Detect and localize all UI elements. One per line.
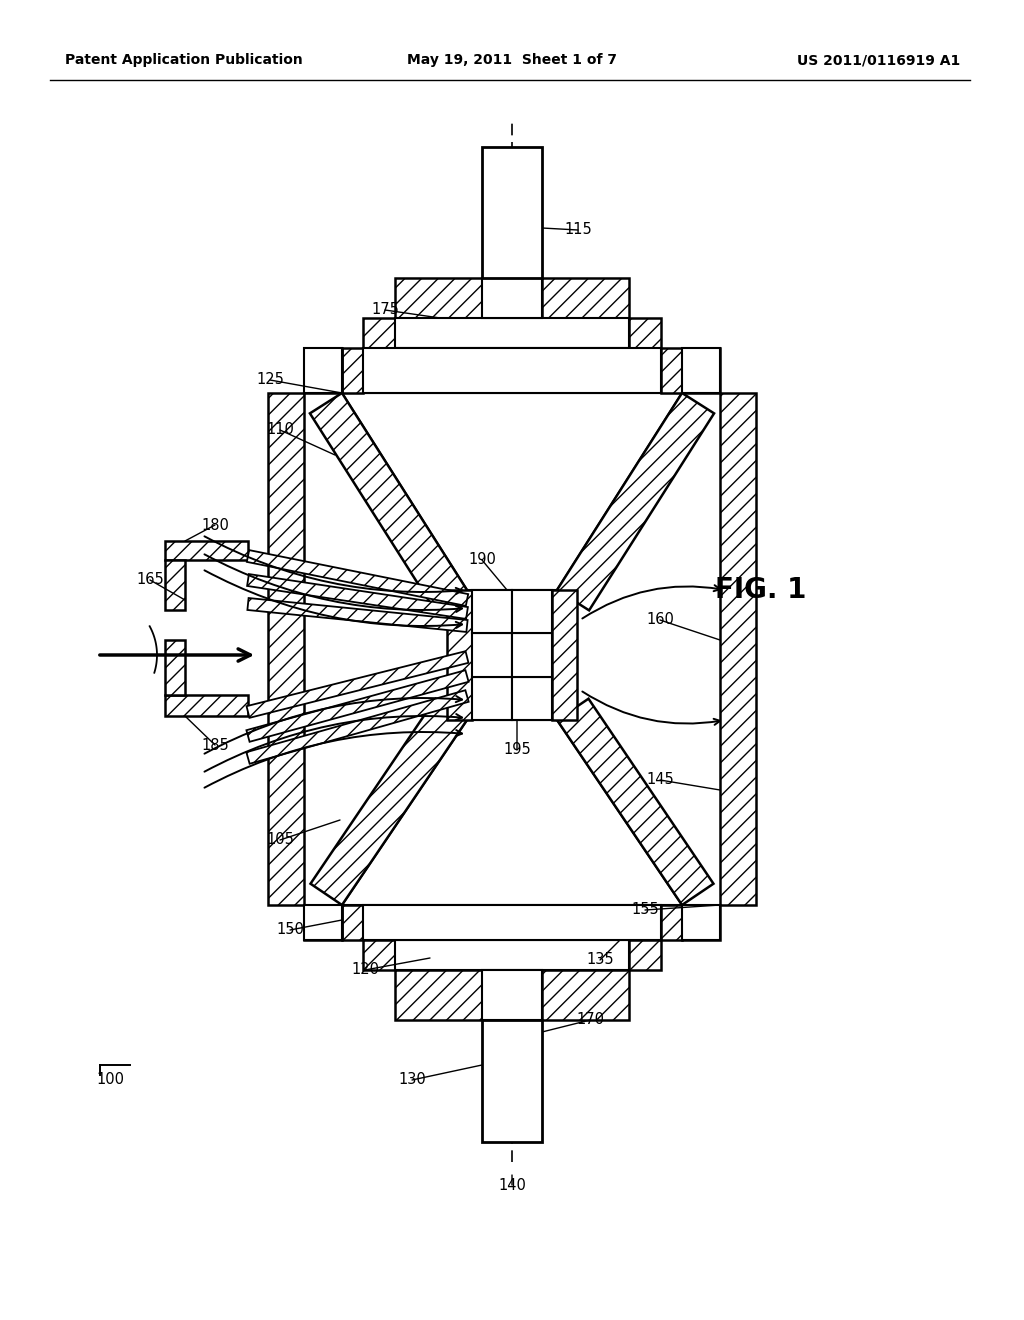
Polygon shape (482, 279, 542, 318)
Text: 185: 185 (201, 738, 229, 752)
Text: 145: 145 (646, 772, 674, 788)
Polygon shape (662, 348, 682, 393)
Polygon shape (512, 677, 552, 719)
Text: 195: 195 (503, 742, 530, 758)
Polygon shape (342, 348, 362, 393)
Polygon shape (682, 906, 720, 940)
Polygon shape (304, 906, 342, 940)
Polygon shape (542, 970, 629, 1020)
Polygon shape (362, 348, 662, 393)
Polygon shape (395, 940, 629, 970)
Text: 180: 180 (201, 517, 229, 532)
Text: 155: 155 (631, 903, 658, 917)
Text: 160: 160 (646, 612, 674, 627)
Polygon shape (629, 940, 662, 970)
Polygon shape (395, 970, 482, 1020)
Polygon shape (662, 906, 682, 940)
Polygon shape (472, 590, 512, 634)
Polygon shape (362, 940, 395, 970)
Text: 120: 120 (351, 962, 379, 978)
Text: 130: 130 (398, 1072, 426, 1088)
Polygon shape (682, 348, 720, 393)
Polygon shape (512, 634, 552, 677)
Text: 115: 115 (564, 223, 592, 238)
Polygon shape (310, 393, 467, 610)
Text: Patent Application Publication: Patent Application Publication (65, 53, 303, 67)
Polygon shape (247, 550, 468, 606)
Text: 165: 165 (136, 573, 164, 587)
Text: 110: 110 (266, 422, 294, 437)
Polygon shape (557, 698, 714, 906)
Polygon shape (552, 590, 577, 719)
Polygon shape (682, 348, 720, 393)
Polygon shape (362, 318, 395, 348)
Polygon shape (247, 651, 468, 718)
Polygon shape (247, 690, 469, 764)
Polygon shape (542, 279, 629, 318)
Polygon shape (247, 574, 468, 619)
Polygon shape (342, 393, 682, 590)
Polygon shape (165, 560, 185, 610)
Polygon shape (165, 640, 185, 696)
Text: FIG. 1: FIG. 1 (715, 576, 806, 605)
Polygon shape (682, 906, 720, 940)
Polygon shape (472, 677, 512, 719)
Polygon shape (447, 590, 472, 719)
Polygon shape (720, 393, 756, 906)
Polygon shape (362, 906, 662, 940)
Text: 140: 140 (498, 1177, 526, 1192)
Text: 125: 125 (256, 372, 284, 388)
Text: 135: 135 (586, 953, 613, 968)
Polygon shape (512, 590, 552, 634)
Polygon shape (310, 698, 467, 906)
Polygon shape (165, 541, 248, 560)
Polygon shape (304, 348, 342, 393)
Text: 150: 150 (276, 923, 304, 937)
Polygon shape (342, 906, 362, 940)
Polygon shape (268, 393, 304, 906)
Polygon shape (482, 970, 542, 1020)
Polygon shape (395, 318, 629, 348)
Polygon shape (395, 279, 482, 318)
Text: 105: 105 (266, 833, 294, 847)
Text: 190: 190 (468, 553, 496, 568)
Text: May 19, 2011  Sheet 1 of 7: May 19, 2011 Sheet 1 of 7 (407, 53, 617, 67)
Polygon shape (342, 719, 682, 906)
Polygon shape (472, 634, 512, 677)
Text: 170: 170 (575, 1012, 604, 1027)
Polygon shape (482, 1020, 542, 1142)
Polygon shape (165, 696, 248, 715)
Text: 100: 100 (96, 1072, 124, 1088)
Polygon shape (248, 598, 468, 632)
Polygon shape (304, 348, 342, 393)
Polygon shape (304, 906, 342, 940)
Text: 175: 175 (371, 302, 399, 318)
Text: US 2011/0116919 A1: US 2011/0116919 A1 (797, 53, 961, 67)
Polygon shape (247, 671, 469, 742)
Polygon shape (482, 147, 542, 279)
Polygon shape (629, 318, 662, 348)
Polygon shape (557, 393, 714, 610)
